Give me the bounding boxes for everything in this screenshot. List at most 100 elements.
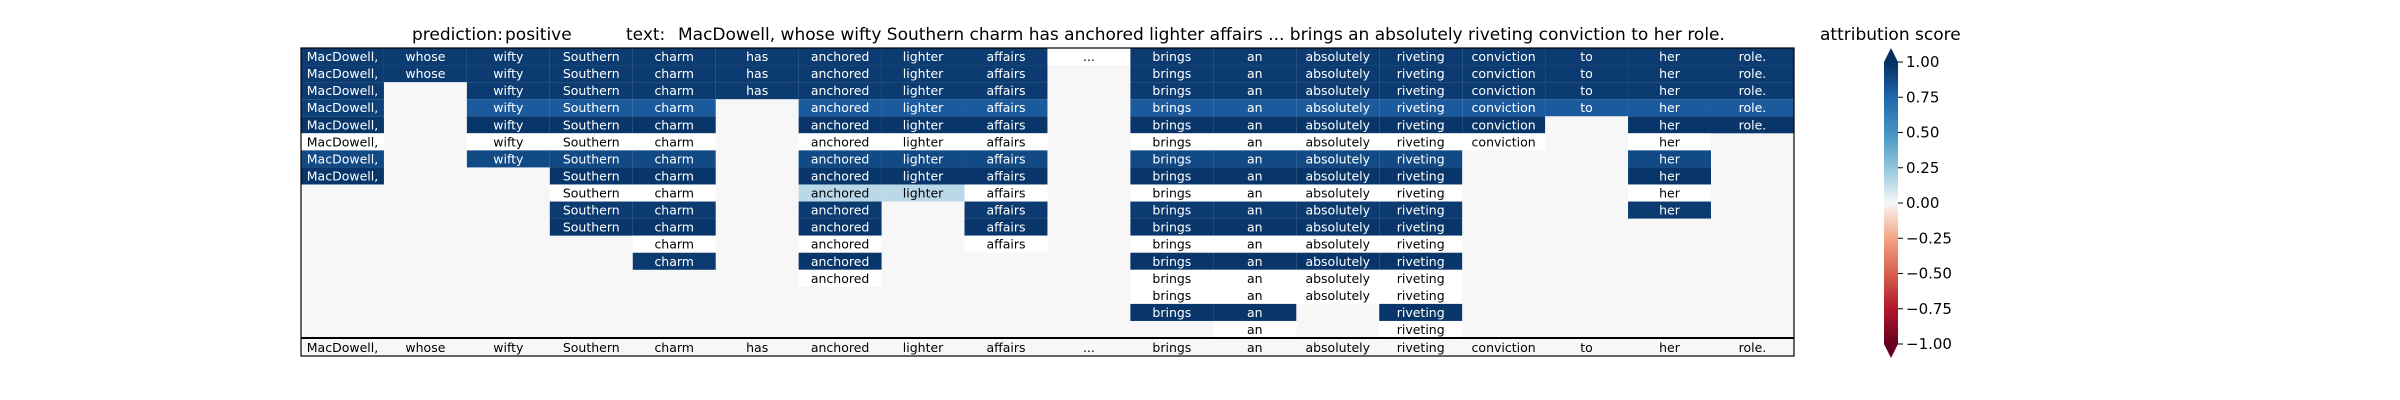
heatmap-cell-label: brings xyxy=(1152,186,1191,201)
heatmap-cell xyxy=(1545,48,1629,66)
heatmap-cell-label: Southern xyxy=(563,151,620,166)
heatmap-cell-label: absolutely xyxy=(1305,117,1370,132)
heatmap-cells: MacDowell, whose wifty Southern charm has anch… xyxy=(301,48,1794,339)
heatmap-cell xyxy=(301,65,384,83)
heatmap-cell xyxy=(466,116,550,134)
heatmap-cell xyxy=(301,133,384,151)
heatmap-cell-label: affairs xyxy=(986,220,1025,235)
heatmap-cell-label: wifty xyxy=(493,117,524,132)
heatmap-cell-label: brings xyxy=(1152,254,1191,269)
heatmap-cell xyxy=(549,82,633,100)
heatmap-cell xyxy=(466,48,550,66)
heatmap-cell xyxy=(1379,269,1463,287)
heatmap-cell-label: to xyxy=(1580,66,1593,81)
heatmap-cell-label: an xyxy=(1247,237,1263,252)
heatmap-cell-label: her xyxy=(1659,117,1681,132)
heatmap-cell xyxy=(1213,116,1297,134)
heatmap-cell xyxy=(1130,99,1214,117)
heatmap-cell xyxy=(1213,303,1297,321)
heatmap-cell xyxy=(1296,150,1380,168)
colorbar-bottom-extend xyxy=(1884,344,1898,358)
heatmap-cell-label: affairs xyxy=(986,49,1025,64)
heatmap-cell xyxy=(301,82,384,100)
heatmap-cell-label: to xyxy=(1580,83,1593,98)
heatmap-cell xyxy=(1130,252,1214,270)
heatmap-cell xyxy=(964,65,1048,83)
heatmap-cell xyxy=(881,65,965,83)
baseline-token: brings xyxy=(1152,340,1191,355)
heatmap-frame xyxy=(300,47,1795,357)
heatmap-cell-label: charm xyxy=(654,237,694,252)
heatmap-cell xyxy=(632,235,716,253)
heatmap-cell-label: brings xyxy=(1152,271,1191,286)
heatmap-cell-label: riveting xyxy=(1397,168,1445,183)
heatmap-cell xyxy=(1628,116,1711,134)
heatmap-cell-label: riveting xyxy=(1397,49,1445,64)
heatmap-cell-label: conviction xyxy=(1472,83,1536,98)
heatmap-cell-label: role. xyxy=(1739,100,1767,115)
heatmap-cell-label: lighter xyxy=(903,186,944,201)
heatmap-cell xyxy=(1047,48,1131,66)
heatmap-cell-label: absolutely xyxy=(1305,49,1370,64)
heatmap-cell xyxy=(964,218,1048,236)
heatmap-cell xyxy=(798,133,882,151)
heatmap-cell xyxy=(881,116,965,134)
heatmap-cell xyxy=(715,65,799,83)
heatmap-cell-label: anchored xyxy=(811,203,870,218)
heatmap-cell xyxy=(549,167,633,185)
heatmap-cell xyxy=(1628,82,1711,100)
colorbar-tick-label: −0.50 xyxy=(1906,265,1952,283)
heatmap-cell-label: anchored xyxy=(811,168,870,183)
heatmap-cell-label: her xyxy=(1659,134,1681,149)
heatmap-cell-label: affairs xyxy=(986,168,1025,183)
heatmap-cell xyxy=(301,99,384,117)
heatmap-cell xyxy=(1213,167,1297,185)
heatmap-cell-label: anchored xyxy=(811,66,870,81)
heatmap-cell-label: absolutely xyxy=(1305,203,1370,218)
heatmap-cell-label: brings xyxy=(1152,117,1191,132)
heatmap-cell xyxy=(1379,99,1463,117)
heatmap-cell xyxy=(798,116,882,134)
heatmap-cell-label: an xyxy=(1247,168,1263,183)
heatmap-cell-label: her xyxy=(1659,66,1681,81)
heatmap-cell-label: charm xyxy=(654,100,694,115)
baseline-token: charm xyxy=(654,340,694,355)
heatmap-cell xyxy=(1296,184,1380,202)
heatmap-cell-label: wifty xyxy=(493,49,524,64)
heatmap-cell-label: riveting xyxy=(1397,220,1445,235)
heatmap-cell-label: affairs xyxy=(986,151,1025,166)
heatmap-cell-label: conviction xyxy=(1472,49,1536,64)
heatmap-cell xyxy=(1628,184,1711,202)
heatmap-cell xyxy=(1379,116,1463,134)
heatmap-cell-label: role. xyxy=(1739,66,1767,81)
heatmap-cell xyxy=(1628,150,1711,168)
heatmap-cell-label: MacDowell, xyxy=(307,134,378,149)
heatmap-cell-label: her xyxy=(1659,151,1681,166)
heatmap-cell xyxy=(1296,82,1380,100)
baseline-row-background xyxy=(301,339,1794,356)
heatmap-cell-label: brings xyxy=(1152,237,1191,252)
heatmap-cell-label: absolutely xyxy=(1305,271,1370,286)
heatmap-cell-label: her xyxy=(1659,186,1681,201)
heatmap-cell xyxy=(632,201,716,219)
heatmap-cell xyxy=(798,252,882,270)
heatmap-cell-label: role. xyxy=(1739,83,1767,98)
heatmap-cell xyxy=(1628,65,1711,83)
colorbar-top-extend xyxy=(1884,48,1898,62)
heatmap-cell xyxy=(1213,201,1297,219)
heatmap-cell-label: an xyxy=(1247,49,1263,64)
heatmap-cell xyxy=(632,218,716,236)
heatmap-cell xyxy=(301,150,384,168)
baseline-token: to xyxy=(1580,340,1593,355)
heatmap-cell xyxy=(798,65,882,83)
heatmap-cell xyxy=(1462,116,1546,134)
heatmap-cell-label: her xyxy=(1659,100,1681,115)
baseline-token: her xyxy=(1659,340,1681,355)
heatmap-cell-label: wifty xyxy=(493,134,524,149)
heatmap-cell xyxy=(1130,133,1214,151)
heatmap-cell xyxy=(632,150,716,168)
heatmap-cell-label: riveting xyxy=(1397,305,1445,320)
heatmap-cell xyxy=(964,116,1048,134)
heatmap-cell-label: conviction xyxy=(1472,66,1536,81)
